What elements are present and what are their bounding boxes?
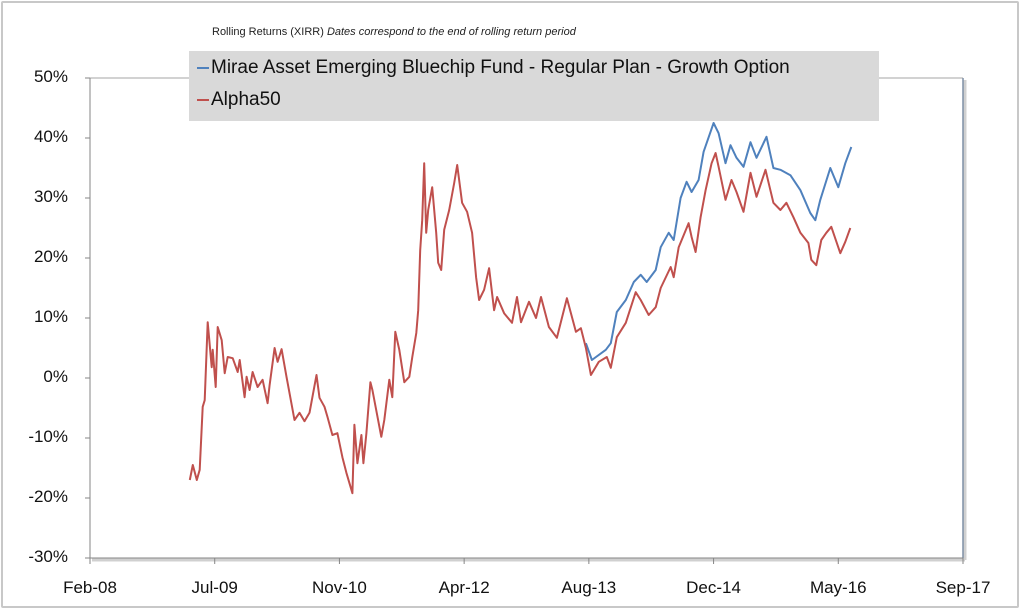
x-tick-label: Jul-09 [191,578,238,597]
x-tick-label: Feb-08 [63,578,117,597]
y-tick-label: -10% [28,427,68,446]
legend-swatch-mirae [197,67,209,69]
y-tick-label: -20% [28,487,68,506]
legend-item-alpha50: Alpha50 [197,89,281,111]
y-tick-label: 20% [33,247,68,266]
series-line-alpha50 [188,152,852,495]
legend-label-mirae: Mirae Asset Emerging Bluechip Fund - Reg… [211,57,790,78]
y-tick-label: -30% [28,547,68,566]
y-tick-label: 30% [33,187,68,206]
y-tick-label: 0% [43,367,68,386]
legend-label-alpha50: Alpha50 [211,89,281,110]
chart-title-main: Rolling Returns (XIRR) [212,26,324,38]
legend: Mirae Asset Emerging Bluechip Fund - Reg… [189,51,879,121]
x-tick-label: May-16 [809,578,867,597]
x-tick-label: Nov-10 [312,578,367,597]
chart-title: Rolling Returns (XIRR) Dates correspond … [212,26,576,38]
legend-item-mirae: Mirae Asset Emerging Bluechip Fund - Reg… [197,57,790,79]
series-line-mirae [584,122,853,361]
x-tick-label: Aug-13 [561,578,617,597]
legend-swatch-alpha50 [197,99,209,101]
y-tick-label: 50% [33,67,68,86]
x-tick-label: Apr-12 [438,578,490,597]
x-tick-label: Sep-17 [935,578,991,597]
chart-subtitle: Dates correspond to the end of rolling r… [326,26,576,38]
x-tick-label: Dec-14 [686,578,741,597]
y-tick-label: 10% [33,307,68,326]
y-tick-label: 40% [33,127,68,146]
